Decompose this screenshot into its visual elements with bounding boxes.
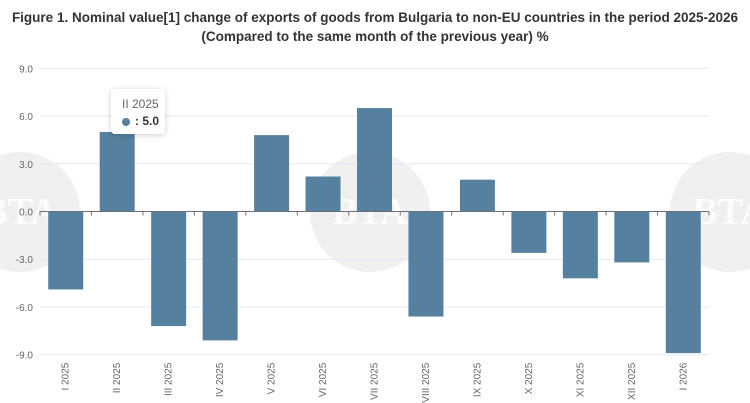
bar-IV-2025 [202, 211, 238, 341]
tooltip: II 2025 : 5.0 [111, 89, 165, 134]
x-tick-label: XI 2025 [575, 362, 586, 397]
bar-III-2025 [151, 211, 187, 327]
x-tick-label: XII 2025 [627, 362, 638, 400]
x-tick-label: VI 2025 [318, 362, 329, 397]
x-tick-label: II 2025 [112, 362, 123, 393]
bar-IX-2025 [459, 179, 495, 212]
x-tick-label: VII 2025 [370, 362, 381, 400]
y-tick-label: -6.0 [16, 303, 34, 314]
bar-I-2025 [48, 211, 84, 290]
chart-title: Figure 1. Nominal value[1] change of exp… [0, 8, 750, 46]
bar-XI-2025 [562, 211, 598, 279]
y-tick-label: -3.0 [16, 255, 34, 266]
x-tick-label: V 2025 [267, 362, 278, 394]
x-tick-label: X 2025 [524, 362, 535, 394]
bar-VIII-2025 [408, 211, 444, 317]
y-tick-label: -9.0 [16, 351, 34, 362]
x-tick-label: IV 2025 [215, 362, 226, 397]
series-dot-icon [122, 117, 130, 126]
x-tick-label: III 2025 [164, 362, 175, 396]
y-tick-label: 6.0 [19, 112, 33, 123]
tooltip-label: II 2025 [122, 97, 159, 111]
subtitle-line: (Compared to the same month of the previ… [201, 29, 549, 44]
y-tick-label: 3.0 [19, 160, 33, 171]
x-tick-label: IX 2025 [472, 362, 483, 397]
x-tick-label: I 2025 [61, 362, 72, 390]
bar-I-2026 [665, 211, 701, 354]
tooltip-value-row: : 5.0 [122, 114, 159, 128]
x-tick-label: VIII 2025 [421, 362, 432, 402]
bar-XII-2025 [614, 211, 650, 263]
x-tick-label: I 2026 [678, 362, 689, 390]
bar-VII-2025 [357, 108, 392, 212]
bar-VI-2025 [305, 176, 341, 212]
y-tick-label: 9.0 [19, 64, 33, 75]
title-line: Figure 1. Nominal value[1] change of exp… [11, 10, 739, 25]
bar-X-2025 [511, 211, 547, 253]
tooltip-value: : 5.0 [135, 114, 160, 128]
y-tick-label: 0.0 [19, 208, 33, 219]
bar-V-2025 [254, 135, 290, 212]
bar-II-2025 [99, 131, 135, 212]
